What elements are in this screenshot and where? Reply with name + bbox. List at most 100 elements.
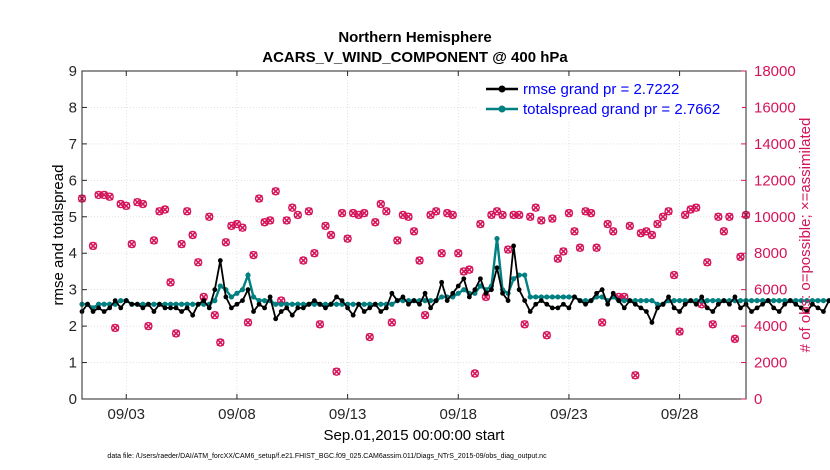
obs-possible-point (692, 203, 701, 212)
rmse-point (267, 294, 273, 300)
obs-possible-point (315, 320, 325, 329)
axis-ticks: 09/03 09/08 09/13 09/18 09/23 09/28 0 1 2 3 4 5 6 7 8 9… (69, 63, 796, 423)
obs-possible-point (177, 239, 186, 249)
obs-assimilated-point (432, 207, 440, 216)
obs-possible-point (171, 329, 181, 338)
rmse-point (494, 265, 500, 271)
rmse-point (146, 301, 151, 307)
obs-assimilated-point (592, 243, 601, 252)
x-tick-label: 09/18 (439, 406, 477, 423)
totalspread-point (494, 236, 500, 242)
rmse-point (572, 294, 577, 300)
totalspread-point (671, 298, 677, 304)
rmse-point (754, 305, 760, 311)
obs-assimilated-point (244, 318, 252, 327)
totalspread-point (737, 298, 744, 304)
obs-assimilated-point (216, 338, 225, 347)
obs-possible-point (210, 310, 220, 320)
totalspread-point (179, 301, 185, 307)
rmse-point (190, 312, 196, 318)
obs-assimilated-point (122, 202, 131, 210)
totalspread-point (322, 301, 329, 307)
totalspread-point (333, 301, 340, 307)
y-left-tick-label: 1 (69, 355, 77, 372)
totalspread-point (140, 301, 146, 307)
obs-possible-point (548, 214, 557, 223)
obs-possible-point (127, 239, 137, 249)
totalspread-point (250, 294, 257, 300)
obs-assimilated-point (471, 369, 479, 378)
obs-assimilated-point (482, 293, 490, 301)
rmse-point (516, 287, 522, 293)
obs-possible-point (714, 212, 723, 221)
totalspread-point (715, 298, 721, 304)
obs-assimilated-point (388, 318, 396, 327)
obs-possible-point (337, 208, 347, 218)
rmse-point (638, 305, 644, 311)
obs-assimilated-point (664, 207, 673, 216)
rmse-point (721, 298, 727, 303)
rmse-point (433, 298, 439, 303)
rmse-point (655, 305, 660, 311)
obs-possible-point (725, 212, 734, 221)
rmse-point (339, 298, 345, 303)
rmse-point (411, 298, 417, 303)
obs-assimilated-point (725, 213, 734, 221)
rmse-point (666, 294, 671, 300)
rmse-point (217, 258, 223, 263)
totalspread-point (533, 294, 539, 300)
obs-possible-point (631, 371, 640, 380)
rmse-point (450, 290, 456, 296)
totalspread-point (245, 272, 251, 278)
rmse-point (240, 298, 245, 303)
rmse-point (129, 301, 135, 307)
obs-assimilated-point (222, 238, 230, 247)
totalspread-point (256, 298, 262, 304)
totalspread-point (190, 301, 196, 307)
obs-possible-point (122, 201, 131, 211)
legend: rmse grand pr = 2.7222 totalspread grand… (478, 78, 742, 120)
rmse-point (428, 305, 433, 311)
obs-assimilated-point (659, 213, 667, 221)
rmse-point (455, 283, 461, 289)
totalspread-point (461, 287, 467, 293)
obs-assimilated-point (144, 322, 153, 330)
obs-possible-point (514, 210, 524, 220)
rmse-point (660, 301, 666, 307)
rmse-point (134, 301, 140, 307)
totalspread-point (599, 294, 605, 300)
obs-possible-point (387, 318, 397, 327)
obs-assimilated-point (736, 253, 745, 261)
totalspread-point (212, 298, 218, 304)
obs-possible-point (144, 321, 153, 331)
rmse-point (295, 305, 301, 311)
rmse-point (389, 290, 395, 296)
rmse-point (229, 305, 234, 311)
obs-possible-point (420, 310, 430, 320)
obs-assimilated-point (515, 211, 523, 219)
obs-possible-point (537, 216, 546, 225)
rmse-point (621, 305, 627, 311)
x-tick-label: 09/28 (661, 406, 699, 423)
totalspread-point (815, 298, 821, 304)
totalspread-point (809, 298, 816, 304)
obs-assimilated-point (177, 240, 186, 248)
rmse-point (123, 298, 129, 303)
obs-assimilated-point (465, 265, 474, 274)
obs-assimilated-point (670, 271, 678, 279)
rmse-point (96, 305, 101, 311)
obs-assimilated-point (238, 223, 247, 232)
totalspread-point (643, 298, 650, 304)
obs-possible-point (343, 234, 352, 243)
x-tick-label: 09/03 (107, 406, 145, 423)
totalspread-point (510, 276, 517, 282)
legend-rmse-label: rmse grand pr = 2.7222 (523, 81, 679, 98)
rmse-point (715, 301, 721, 307)
totalspread-point (754, 298, 760, 304)
rmse-point (566, 305, 572, 311)
obs-possible-point (271, 187, 280, 196)
y-right-tick-label: 12000 (754, 172, 796, 189)
totalspread-point (361, 301, 367, 307)
totalspread-point (710, 298, 716, 304)
